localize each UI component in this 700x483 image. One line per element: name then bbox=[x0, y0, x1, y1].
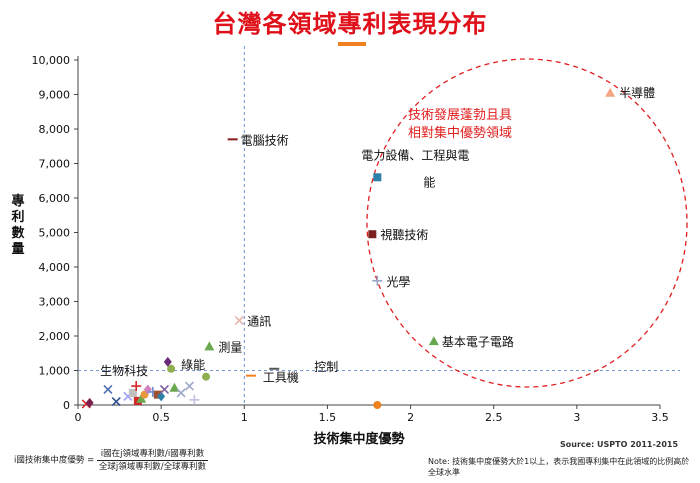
labeled-data-point bbox=[373, 173, 382, 182]
formula-fraction: i國在j領域專利數/i國專利數 全球j領域專利數/全球專利數 bbox=[96, 448, 209, 473]
x-axis-label: 技術集中度優勢 bbox=[313, 431, 404, 447]
labeled-data-point bbox=[605, 87, 616, 97]
data-point bbox=[153, 390, 162, 399]
data-point bbox=[136, 393, 147, 403]
data-point bbox=[103, 384, 113, 395]
y-tick-label: 8,000 bbox=[39, 123, 71, 136]
y-tick-label: 3,000 bbox=[39, 296, 71, 309]
title-underline bbox=[338, 42, 366, 46]
x-tick-label: 0 bbox=[75, 411, 82, 424]
point-label: 視聽技術 bbox=[380, 227, 428, 242]
point-label: 電腦技術 bbox=[241, 132, 289, 147]
data-point bbox=[159, 384, 170, 395]
labeled-data-point bbox=[204, 341, 215, 351]
point-label: 半導體 bbox=[619, 86, 655, 100]
data-point bbox=[157, 391, 166, 402]
point-label: 控制 bbox=[314, 360, 338, 374]
labeled-data-point bbox=[234, 315, 244, 326]
data-point bbox=[373, 401, 382, 409]
point-label: 生物科技 bbox=[100, 364, 148, 378]
formula: i國技術集中度優勢 = i國在j領域專利數/i國專利數 全球j領域專利數/全球專… bbox=[14, 448, 209, 473]
y-tick-label: 7,000 bbox=[39, 158, 71, 171]
point-label: 工具機 bbox=[263, 370, 299, 385]
annotation-line-2: 相對集中優勢領域 bbox=[408, 125, 512, 141]
x-tick-label: 2 bbox=[407, 411, 414, 424]
data-point bbox=[176, 388, 186, 398]
y-tick-label: 1,000 bbox=[39, 365, 71, 378]
y-tick-label: 0 bbox=[63, 399, 70, 412]
data-point bbox=[111, 396, 121, 407]
y-tick-label: 9,000 bbox=[39, 89, 71, 102]
x-tick-label: 0.5 bbox=[152, 411, 170, 424]
formula-numerator: i國在j領域專利數/i國專利數 bbox=[96, 448, 209, 461]
x-tick-label: 3.5 bbox=[651, 411, 669, 424]
data-point bbox=[189, 394, 200, 405]
data-point bbox=[131, 381, 142, 392]
y-axis-label-char: 量 bbox=[11, 242, 24, 257]
y-tick-label: 5,000 bbox=[39, 227, 71, 240]
point-label: 測量 bbox=[218, 340, 242, 354]
source-note: Source: USPTO 2011-2015 bbox=[560, 440, 679, 449]
data-point bbox=[184, 381, 194, 391]
x-tick-label: 3 bbox=[573, 411, 580, 424]
labeled-data-point bbox=[372, 275, 383, 286]
point-label: 光學 bbox=[386, 275, 410, 289]
labeled-data-point bbox=[428, 336, 439, 346]
chart-title: 台灣各領域專利表現分布 bbox=[212, 10, 488, 38]
x-tick-label: 1 bbox=[241, 411, 248, 424]
x-tick-label: 2.5 bbox=[485, 411, 503, 424]
annotation-line-1: 技術發展蓬勃且具 bbox=[408, 108, 512, 123]
formula-denominator: 全球j領域專利數/全球專利數 bbox=[98, 462, 207, 472]
point-label: 綠能 bbox=[181, 358, 205, 372]
point-label: 基本電子電路 bbox=[442, 334, 514, 349]
data-point bbox=[128, 388, 137, 397]
y-tick-label: 2,000 bbox=[39, 330, 71, 343]
footnote: Note: 技術集中度優勢大於1以上，表示我國專利集中在此領域的比例高於全球水準 bbox=[428, 457, 690, 477]
y-axis-label-char: 利 bbox=[11, 209, 24, 225]
y-tick-label: 6,000 bbox=[39, 192, 71, 205]
labeled-data-point bbox=[368, 230, 377, 239]
data-point bbox=[85, 397, 94, 408]
point-label: 電力設備、工程與電 bbox=[361, 147, 469, 162]
data-point bbox=[163, 356, 172, 367]
y-axis-label-char: 數 bbox=[11, 225, 24, 241]
y-tick-label: 4,000 bbox=[39, 261, 71, 274]
point-label: 通訊 bbox=[247, 313, 271, 328]
point-label: 能 bbox=[423, 175, 435, 189]
highlight-circle bbox=[366, 58, 688, 388]
y-tick-label: 10,000 bbox=[32, 54, 71, 67]
y-axis-label-char: 專 bbox=[11, 193, 24, 209]
labeled-data-point bbox=[167, 364, 176, 373]
data-point bbox=[202, 372, 211, 381]
formula-lhs: i國技術集中度優勢 = bbox=[14, 455, 95, 466]
x-tick-label: 1.5 bbox=[319, 411, 337, 424]
